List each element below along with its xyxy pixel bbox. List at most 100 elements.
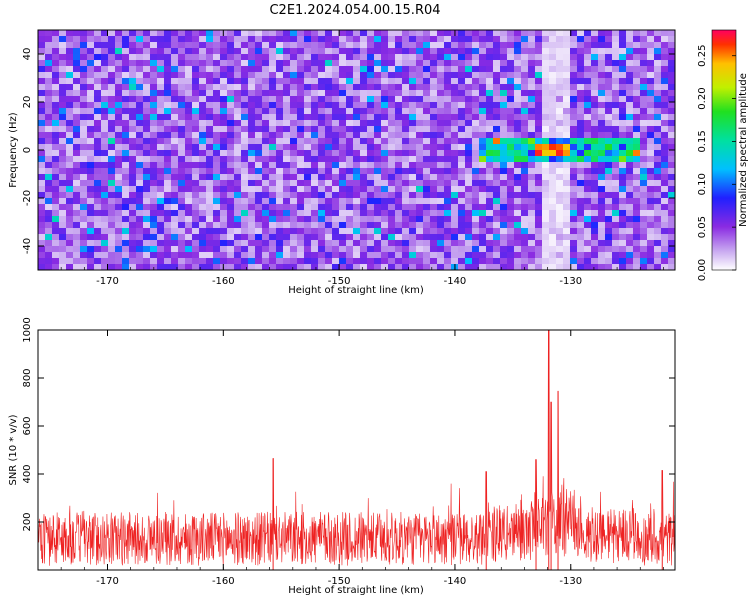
heatmap-cell (465, 30, 472, 36)
heatmap-cell (528, 54, 535, 60)
heatmap-cell (164, 162, 171, 168)
heatmap-cell (430, 126, 437, 132)
heatmap-cell (605, 150, 612, 156)
heatmap-cell (73, 60, 80, 66)
heatmap-cell (367, 210, 374, 216)
heatmap-cell (122, 72, 129, 78)
heatmap-cell (451, 234, 458, 240)
heatmap-cell (619, 132, 626, 138)
heatmap-cell (122, 102, 129, 108)
heatmap-cell (115, 240, 122, 246)
heatmap-cell (178, 192, 185, 198)
heatmap-cell (640, 132, 647, 138)
heatmap-cell (248, 66, 255, 72)
heatmap-cell (297, 54, 304, 60)
heatmap-cell (654, 126, 661, 132)
heatmap-cell (213, 132, 220, 138)
heatmap-cell (199, 96, 206, 102)
heatmap-cell (220, 204, 227, 210)
heatmap-cell (472, 228, 479, 234)
heatmap-cell (381, 66, 388, 72)
heatmap-cell (171, 222, 178, 228)
heatmap-cell (73, 84, 80, 90)
heatmap-cell (241, 102, 248, 108)
heatmap-cell (213, 258, 220, 264)
heatmap-cell (374, 78, 381, 84)
heatmap-cell (367, 240, 374, 246)
heatmap-cell (521, 102, 528, 108)
heatmap-cell (563, 48, 570, 54)
heatmap-cell (500, 240, 507, 246)
heatmap-cell (94, 186, 101, 192)
heatmap-cell (290, 198, 297, 204)
heatmap-cell (73, 96, 80, 102)
heatmap-cell (437, 180, 444, 186)
heatmap-cell (507, 30, 514, 36)
heatmap-cell (318, 126, 325, 132)
heatmap-cell (332, 144, 339, 150)
heatmap-cell (122, 60, 129, 66)
heatmap-cell (500, 198, 507, 204)
heatmap-cell (192, 156, 199, 162)
heatmap-cell (465, 258, 472, 264)
heatmap-cell (87, 42, 94, 48)
heatmap-cell (73, 78, 80, 84)
heatmap-cell (626, 156, 633, 162)
heatmap-cell (339, 114, 346, 120)
heatmap-cell (66, 252, 73, 258)
heatmap-cell (479, 66, 486, 72)
heatmap-cell (486, 66, 493, 72)
heatmap-cell (304, 48, 311, 54)
heatmap-cell (220, 84, 227, 90)
heatmap-cell (80, 150, 87, 156)
heatmap-cell (423, 150, 430, 156)
heatmap-cell (122, 192, 129, 198)
heatmap-cell (94, 216, 101, 222)
heatmap-cell (339, 204, 346, 210)
snr-ytick-label: 200 (22, 512, 33, 531)
heatmap-cell (563, 252, 570, 258)
heatmap-cell (458, 108, 465, 114)
heatmap-cell (444, 168, 451, 174)
heatmap-cell (647, 228, 654, 234)
heatmap-cell (381, 186, 388, 192)
heatmap-cell (87, 216, 94, 222)
heatmap-cell (549, 180, 556, 186)
heatmap-cell (255, 180, 262, 186)
heatmap-cell (479, 192, 486, 198)
heatmap-cell (472, 192, 479, 198)
heatmap-cell (633, 192, 640, 198)
heatmap-cell (283, 126, 290, 132)
heatmap-cell (626, 48, 633, 54)
heatmap-cell (591, 144, 598, 150)
heatmap-cell (479, 174, 486, 180)
heatmap-cell (318, 228, 325, 234)
heatmap-cell (472, 90, 479, 96)
heatmap-cell (528, 246, 535, 252)
heatmap-cell (80, 96, 87, 102)
heatmap-cell (164, 198, 171, 204)
heatmap-cell (283, 96, 290, 102)
heatmap-cell (129, 264, 136, 270)
heatmap-cell (52, 96, 59, 102)
heatmap-cell (59, 126, 66, 132)
heatmap-cell (556, 126, 563, 132)
heatmap-cell (486, 168, 493, 174)
heatmap-cell (465, 108, 472, 114)
heatmap-cell (430, 108, 437, 114)
heatmap-cell (570, 168, 577, 174)
heatmap-cell (668, 36, 675, 42)
heatmap-cell (626, 168, 633, 174)
heatmap-cell (444, 150, 451, 156)
heatmap-cell (150, 162, 157, 168)
heatmap-cell (577, 198, 584, 204)
heatmap-cell (276, 90, 283, 96)
heatmap-cell (486, 174, 493, 180)
heatmap-cell (185, 30, 192, 36)
heatmap-cell (206, 204, 213, 210)
heatmap-cell (339, 192, 346, 198)
heatmap-cell (444, 156, 451, 162)
heatmap-cell (206, 192, 213, 198)
heatmap-cell (332, 36, 339, 42)
heatmap-cell (206, 60, 213, 66)
